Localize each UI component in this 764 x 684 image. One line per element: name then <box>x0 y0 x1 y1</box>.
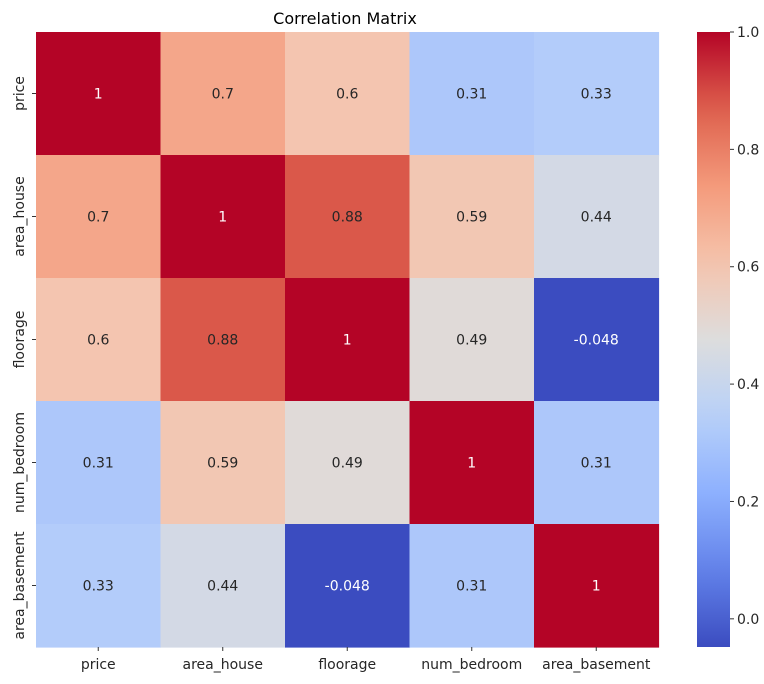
heatmap-cell-3-0 <box>36 401 162 525</box>
heatmap-cell-4-4 <box>534 524 660 648</box>
heatmap-cell-1-1 <box>160 155 286 279</box>
heatmap-annotation-2-3: 0.49 <box>456 333 487 349</box>
y-tick-label-0: price <box>12 76 28 111</box>
colorbar-tick-label-4: 0.8 <box>737 142 759 158</box>
x-tick-label-1: area_house <box>183 657 263 673</box>
colorbar-tick-label-1: 0.2 <box>737 494 759 510</box>
heatmap-cell-1-2 <box>285 155 411 279</box>
heatmap-cell-3-2 <box>285 401 411 525</box>
heatmap-cell-4-0 <box>36 524 162 648</box>
heatmap-cell-0-2 <box>285 32 411 156</box>
heatmap-annotation-2-2: 1 <box>343 333 352 349</box>
x-tick-label-4: area_basement <box>542 657 651 673</box>
heatmap-annotation-1-0: 0.7 <box>87 210 109 226</box>
x-tick-label-0: price <box>81 657 116 673</box>
colorbar-tick-label-0: 0.0 <box>737 612 759 628</box>
heatmap-annotation-1-2: 0.88 <box>332 210 363 226</box>
heatmap-cell-0-1 <box>160 32 286 156</box>
heatmap-annotation-0-3: 0.31 <box>456 87 487 103</box>
heatmap-cell-0-3 <box>409 32 535 156</box>
heatmap-annotation-0-0: 1 <box>94 87 103 103</box>
heatmap-cell-4-1 <box>160 524 286 648</box>
heatmap-cell-2-4 <box>534 278 660 402</box>
x-axis-ticks: price area_house floorage num_bedroom area_b… <box>81 647 651 673</box>
heatmap-cell-1-0 <box>36 155 162 279</box>
heatmap-annotation-3-1: 0.59 <box>207 456 238 472</box>
heatmap-annotation-1-4: 0.44 <box>581 210 612 226</box>
x-tick-label-2: floorage <box>318 657 376 673</box>
heatmap-cell-2-3 <box>409 278 535 402</box>
colorbar-tick-label-5: 1.0 <box>737 25 759 41</box>
colorbar <box>697 32 730 647</box>
heatmap-annotation-4-3: 0.31 <box>456 579 487 595</box>
chart-title: Correlation Matrix <box>273 9 417 28</box>
heatmap-annotation-1-3: 0.59 <box>456 210 487 226</box>
heatmap-annotation-4-2: -0.048 <box>325 579 370 595</box>
x-tick-label-3: num_bedroom <box>421 657 522 673</box>
y-axis-ticks: price area_house floorage num_bedroom area_b… <box>12 76 36 640</box>
heatmap-annotation-0-4: 0.33 <box>581 87 612 103</box>
heatmap-annotation-1-1: 1 <box>218 210 227 226</box>
y-tick-label-3: num_bedroom <box>12 412 28 513</box>
heatmap-annotation-0-2: 0.6 <box>336 87 358 103</box>
colorbar-tick-label-3: 0.6 <box>737 260 759 276</box>
heatmap-cell-1-3 <box>409 155 535 279</box>
heatmap-cell-3-1 <box>160 401 286 525</box>
heatmap-cell-0-4 <box>534 32 660 156</box>
heatmap-cell-4-3 <box>409 524 535 648</box>
y-tick-label-4: area_basement <box>12 531 28 640</box>
heatmap-cell-2-1 <box>160 278 286 402</box>
heatmap-annotation-4-4: 1 <box>592 579 601 595</box>
heatmap-annotation-2-0: 0.6 <box>87 333 109 349</box>
heatmap-annotations: 1 0.7 0.6 0.31 0.33 0.7 1 0.88 0.59 0.44 0.6 0.88 1 0… <box>83 87 619 595</box>
colorbar-tick-label-2: 0.4 <box>737 377 759 393</box>
heatmap-cells <box>36 32 660 648</box>
heatmap-annotation-4-0: 0.33 <box>83 579 114 595</box>
heatmap-cell-0-0 <box>36 32 162 156</box>
heatmap-annotation-2-4: -0.048 <box>574 333 619 349</box>
y-tick-label-1: area_house <box>12 176 28 256</box>
colorbar-ticks: 0.0 0.2 0.4 0.6 0.8 1.0 <box>730 25 759 628</box>
heatmap-annotation-3-2: 0.49 <box>332 456 363 472</box>
heatmap-cell-1-4 <box>534 155 660 279</box>
heatmap-annotation-3-3: 1 <box>467 456 476 472</box>
heatmap-annotation-4-1: 0.44 <box>207 579 238 595</box>
heatmap-annotation-0-1: 0.7 <box>212 87 234 103</box>
heatmap-cell-2-2 <box>285 278 411 402</box>
heatmap-annotation-3-4: 0.31 <box>581 456 612 472</box>
heatmap-cell-4-2 <box>285 524 411 648</box>
heatmap-cell-3-4 <box>534 401 660 525</box>
heatmap-annotation-3-0: 0.31 <box>83 456 114 472</box>
heatmap-annotation-2-1: 0.88 <box>207 333 238 349</box>
y-tick-label-2: floorage <box>12 311 28 369</box>
heatmap-cell-3-3 <box>409 401 535 525</box>
heatmap-cell-2-0 <box>36 278 162 402</box>
